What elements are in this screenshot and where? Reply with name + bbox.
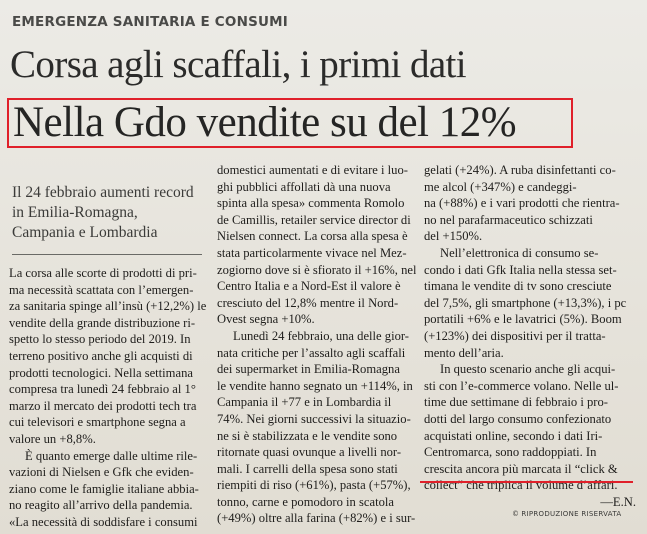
- column-line: ghi pubblici affollati dà una nuova: [217, 179, 391, 194]
- column-line: vazioni di Nielsen e Gfk che eviden-: [9, 465, 194, 480]
- column-line: (+49%) oltre alla farina (+82%) e i sur-: [217, 511, 416, 526]
- column-line: le vendite hanno segnato un +114%, in: [217, 378, 413, 393]
- headline-primary: Corsa agli scaffali, i primi dati: [10, 43, 467, 86]
- column-line: spetto lo stesso periodo del 2019. In: [9, 332, 191, 347]
- article-column-2: domestici aumentati e di evitare i luo- …: [217, 162, 416, 527]
- column-line: stata particolarmente vivace nel Mez-: [217, 245, 407, 260]
- article-column-3: gelati (+24%). A ruba disinfettanti co- …: [424, 162, 636, 510]
- column-line: prodotti tecnologici. Nella settimana: [9, 365, 193, 380]
- column-line: Nell’elettronica di consumo se-: [440, 245, 599, 260]
- column-line: Centro Italia e a Nord-Est il valore è: [217, 279, 401, 294]
- column-line: ne si è stabilizzata e le vendite sono: [217, 428, 398, 443]
- column-line: cui televisori e smartphone segna a: [9, 415, 186, 430]
- column-line: mento dell’aria.: [424, 345, 504, 360]
- column-line: crescita ancora più marcata il “click &: [424, 461, 618, 476]
- column-line: Lunedì 24 febbraio, una delle gior-: [233, 328, 409, 343]
- column-line: portatili +6% e le lavatrici (5%). Boom: [424, 312, 622, 327]
- column-line: no reagito all’arrivo della pandemia.: [9, 498, 193, 513]
- column-line: vendite della grande distribuzione ri-: [9, 315, 196, 330]
- column-line: Nielsen connect. La corsa alla spesa è: [217, 229, 408, 244]
- column-line: del +150%.: [424, 229, 483, 244]
- column-line: dei supermarket in Emilia-Romagna: [217, 362, 400, 377]
- column-line: me alcol (+347%) e candeggi-: [424, 179, 577, 194]
- column-line: zogiorno dove si è sfiorato il +16%, nel: [217, 262, 416, 277]
- summary-divider: [12, 254, 202, 255]
- column-line: condo i dati Gfk Italia nella stessa set…: [424, 262, 617, 277]
- copyright-icon: ©: [512, 510, 520, 518]
- column-line: tonno, carne e pomodoro in scatola: [217, 494, 394, 509]
- column-line: ritornate quasi ovunque a livelli nor-: [217, 445, 402, 460]
- column-line: La corsa alle scorte di prodotti di pri-: [9, 266, 197, 280]
- column-line: terreno positivo anche gli acquisti di: [9, 348, 193, 363]
- headline-secondary-highlighted: Nella Gdo vendite su del 12%: [7, 98, 573, 148]
- section-label: EMERGENZA SANITARIA E CONSUMI: [12, 14, 289, 30]
- column-line: nata critiche per l’assalto agli scaffal…: [217, 345, 406, 360]
- column-line: In questo scenario anche gli acqui-: [440, 362, 616, 377]
- column-line: timana le vendite di tv sono cresciute: [424, 279, 612, 294]
- column-line: acquistati online, secondo i dati Iri-: [424, 428, 603, 443]
- author-signature: —E.N.: [600, 494, 636, 509]
- column-line: dotti del largo consumo confezionato: [424, 411, 612, 426]
- column-line: de Camillis, retailer service director d…: [217, 212, 411, 227]
- column-line: sti con l’e-commerce volano. Nelle ul-: [424, 378, 619, 393]
- column-line: Campania il +77 e in Lombardia il: [217, 395, 392, 410]
- column-line: na (+88%) e i vari prodotti che rientra-: [424, 196, 620, 211]
- column-line: Centromarca, sono raddoppiati. In: [424, 445, 597, 460]
- copyright-text: RIPRODUZIONE RISERVATA: [521, 510, 622, 518]
- article-summary: Il 24 febbraio aumenti record in Emilia-…: [12, 184, 194, 241]
- column-line: gelati (+24%). A ruba disinfettanti co-: [424, 163, 616, 177]
- column-line: domestici aumentati e di evitare i luo-: [217, 163, 408, 177]
- column-line: del 7,5%, gli smartphone (+13,3%), i pc: [424, 295, 627, 310]
- column-line: mali. I carrelli della spesa sono stati: [217, 461, 398, 476]
- column-line: spinta alla spesa» commenta Romolo: [217, 196, 405, 211]
- column-line: «La necessità di soddisfare i consumi: [9, 514, 198, 529]
- highlight-underline: [420, 481, 633, 483]
- column-line: za sanitaria spinge all’insù (+12,2%) le: [9, 299, 207, 314]
- column-line: riempiti di riso (+61%), pasta (+57%),: [217, 478, 411, 493]
- column-line: ma necessità scattata con l’emergen-: [9, 282, 194, 297]
- column-line: compresa tra lunedì 24 febbraio al 1°: [9, 382, 196, 397]
- column-line: Ovest segna +10%.: [217, 312, 315, 327]
- copyright-notice: © RIPRODUZIONE RISERVATA: [512, 510, 621, 518]
- column-line: marzo il mercato dei prodotti tech tra: [9, 398, 197, 413]
- column-line: no nel parafarmaceutico schizzati: [424, 212, 593, 227]
- column-line: È quanto emerge dalle ultime rile-: [25, 448, 198, 463]
- column-line: time due settimane di febbraio i pro-: [424, 395, 608, 410]
- column-line: cresciuto del 12,8% mentre il Nord-: [217, 295, 399, 310]
- column-line: 74%. Nei giorni successivi la situazio-: [217, 411, 411, 426]
- article-column-1: La corsa alle scorte di prodotti di pri-…: [9, 265, 210, 531]
- column-line: valore un +8,8%.: [9, 431, 96, 446]
- column-line: (+123%) dei dispositivi per il tratta-: [424, 328, 606, 343]
- column-line: collect” che triplica il volume d’affari…: [424, 478, 618, 493]
- column-line: ziano come le famiglie italiane abbia-: [9, 481, 199, 496]
